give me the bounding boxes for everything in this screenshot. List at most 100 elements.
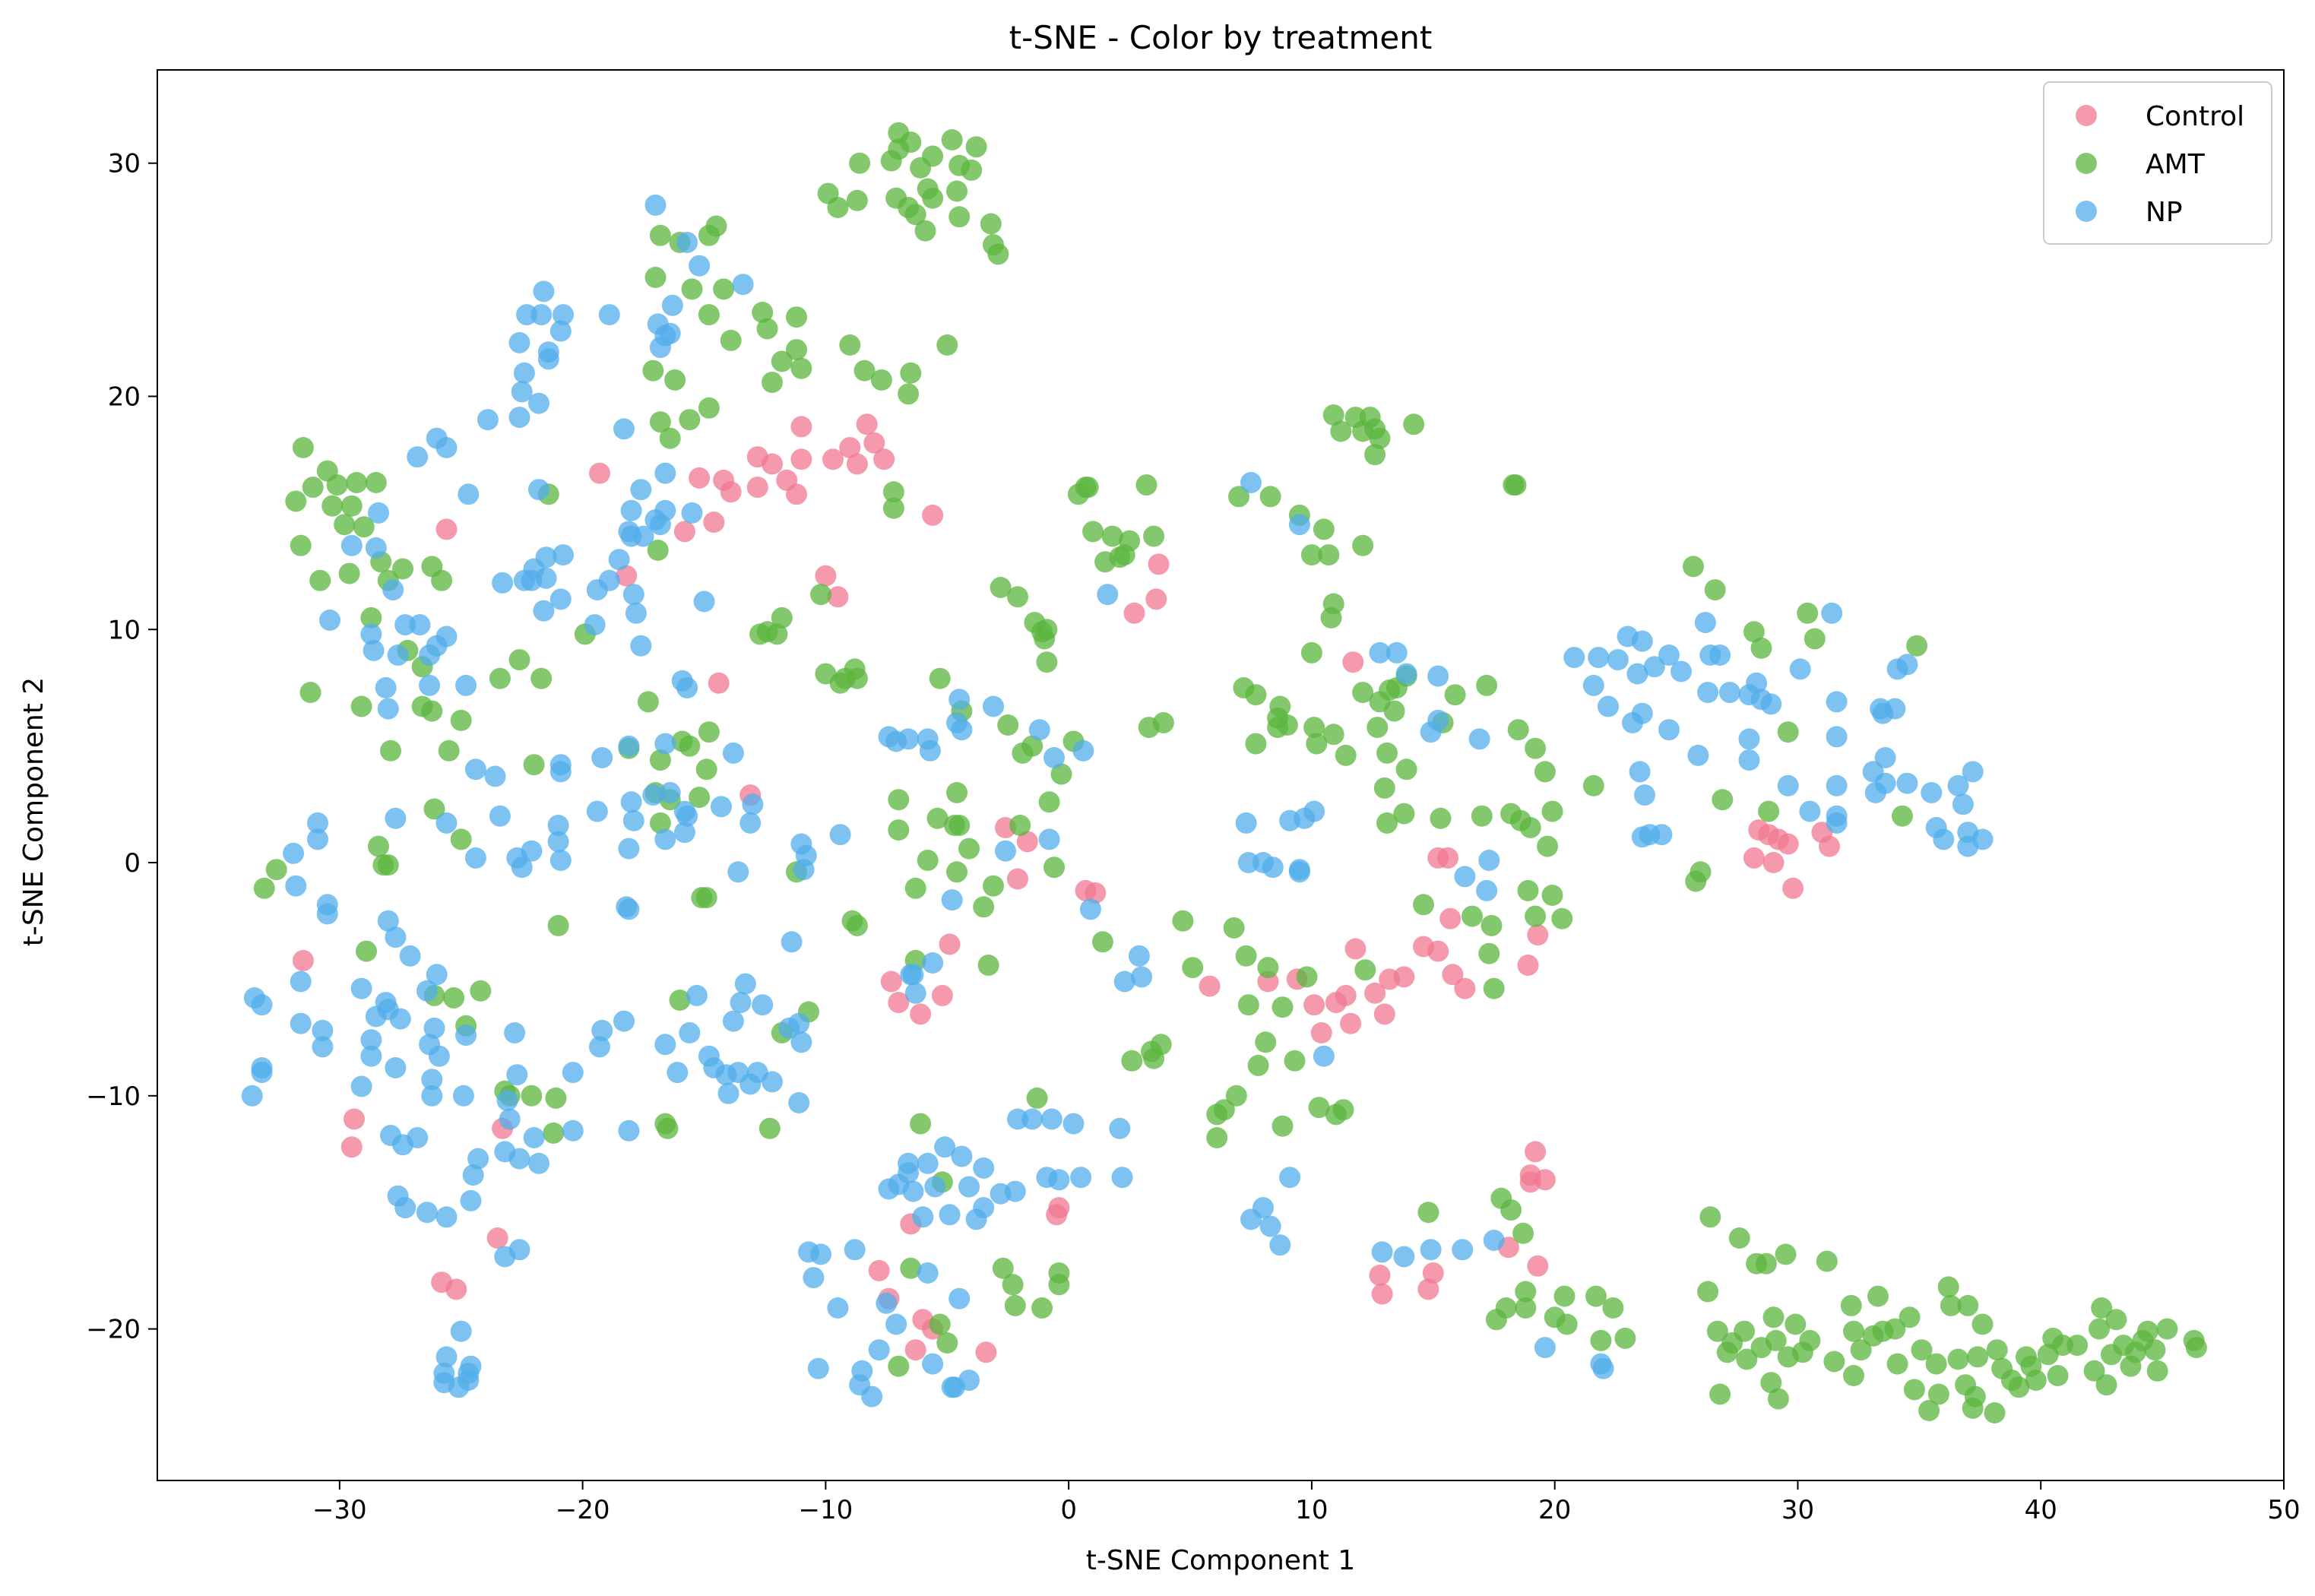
point-amt-309 <box>1743 621 1765 643</box>
point-amt-336 <box>1884 1318 1906 1340</box>
point-np-109 <box>829 824 851 846</box>
point-amt-125 <box>846 189 868 211</box>
point-amt-113 <box>946 180 967 202</box>
point-amt-240 <box>1369 427 1391 449</box>
legend-label-amt: AMT <box>2146 149 2206 180</box>
point-np-326 <box>1687 744 1709 766</box>
point-control-45 <box>931 984 953 1006</box>
legend-box <box>2043 81 2272 245</box>
point-amt-60 <box>698 721 720 743</box>
point-np-337 <box>1760 693 1782 715</box>
point-np-213 <box>868 1339 890 1361</box>
point-amt-199 <box>1225 1085 1247 1107</box>
point-np-223 <box>917 1262 939 1284</box>
point-np-192 <box>508 1148 530 1170</box>
point-np-323 <box>1658 719 1680 741</box>
point-amt-393 <box>1140 1040 1162 1062</box>
point-amt-385 <box>815 663 837 685</box>
point-np-110 <box>793 859 815 881</box>
point-amt-108 <box>922 145 944 167</box>
point-np-18 <box>511 381 533 403</box>
point-np-322 <box>1651 824 1673 846</box>
point-amt-128 <box>936 334 958 356</box>
point-amt-131 <box>898 383 920 405</box>
point-np-104 <box>385 807 407 829</box>
point-np-41 <box>375 677 397 698</box>
point-np-44 <box>387 644 409 666</box>
point-np-67 <box>681 502 703 524</box>
point-amt-224 <box>1313 518 1335 540</box>
point-amt-278 <box>1517 879 1539 901</box>
point-amt-1 <box>285 490 307 512</box>
point-np-19 <box>528 392 549 414</box>
point-np-42 <box>377 698 399 720</box>
point-control-68 <box>1393 966 1415 988</box>
point-np-153 <box>523 1127 545 1148</box>
point-np-235 <box>973 1197 995 1219</box>
point-np-255 <box>946 712 967 733</box>
point-amt-123 <box>987 243 1009 265</box>
point-amt-254 <box>1403 413 1425 435</box>
point-amt-43 <box>443 987 465 1009</box>
point-control-2 <box>616 565 638 587</box>
point-amt-142 <box>1050 763 1072 785</box>
point-amt-109 <box>941 129 963 150</box>
point-amt-161 <box>929 667 951 689</box>
point-amt-299 <box>1699 1206 1721 1228</box>
y-tick-label: 0 <box>124 848 141 879</box>
point-amt-147 <box>1038 791 1060 813</box>
point-np-343 <box>1826 726 1848 748</box>
point-np-180 <box>350 1075 372 1097</box>
point-amt-25 <box>450 709 472 731</box>
point-control-86 <box>1422 1262 1444 1284</box>
point-np-86 <box>620 791 642 813</box>
point-np-38 <box>419 644 441 666</box>
point-amt-129 <box>853 359 876 382</box>
point-amt-329 <box>1840 1294 1862 1316</box>
point-amt-78 <box>762 372 783 394</box>
point-np-289 <box>1369 641 1391 663</box>
point-amt-318 <box>1767 1388 1789 1410</box>
point-np-162 <box>679 1022 701 1043</box>
point-amt-262 <box>1476 674 1498 696</box>
point-control-88 <box>1743 847 1765 869</box>
point-amt-98 <box>846 914 868 936</box>
point-np-92 <box>742 793 764 815</box>
point-amt-83 <box>642 359 664 382</box>
point-np-68 <box>622 584 644 606</box>
point-np-21 <box>477 409 499 431</box>
point-amt-27 <box>299 682 321 704</box>
point-np-69 <box>625 602 647 624</box>
point-amt-6 <box>334 514 356 536</box>
point-control-15 <box>815 565 837 587</box>
point-np-84 <box>659 782 681 803</box>
point-np-30 <box>365 537 387 559</box>
point-np-330 <box>1709 644 1731 666</box>
point-amt-119 <box>885 187 907 209</box>
point-amt-343 <box>1918 1400 1940 1421</box>
point-np-249 <box>904 982 926 1004</box>
point-np-71 <box>693 591 715 613</box>
point-np-123 <box>290 1012 312 1034</box>
point-np-295 <box>1454 866 1476 888</box>
point-np-78 <box>618 735 640 757</box>
point-amt-373 <box>2105 1309 2127 1331</box>
point-np-160 <box>654 1034 676 1056</box>
x-axis: −30 −20 −10 0 10 20 30 40 50 <box>312 1480 2301 1525</box>
point-np-205 <box>803 1267 825 1289</box>
point-control-46 <box>939 933 961 955</box>
point-amt-300 <box>1704 579 1726 601</box>
point-amt-287 <box>1551 907 1573 929</box>
point-amt-268 <box>1495 1297 1517 1319</box>
point-amt-284 <box>1541 800 1563 822</box>
point-np-145 <box>421 1085 443 1107</box>
point-np-82 <box>722 742 744 764</box>
point-amt-315 <box>1760 1372 1782 1394</box>
point-amt-330 <box>1843 1365 1864 1386</box>
point-amt-159 <box>904 877 926 899</box>
point-np-360 <box>1947 774 1969 796</box>
point-amt-51 <box>547 914 569 936</box>
point-amt-33 <box>530 667 553 689</box>
point-control-4 <box>689 467 711 489</box>
point-amt-290 <box>1582 774 1604 796</box>
